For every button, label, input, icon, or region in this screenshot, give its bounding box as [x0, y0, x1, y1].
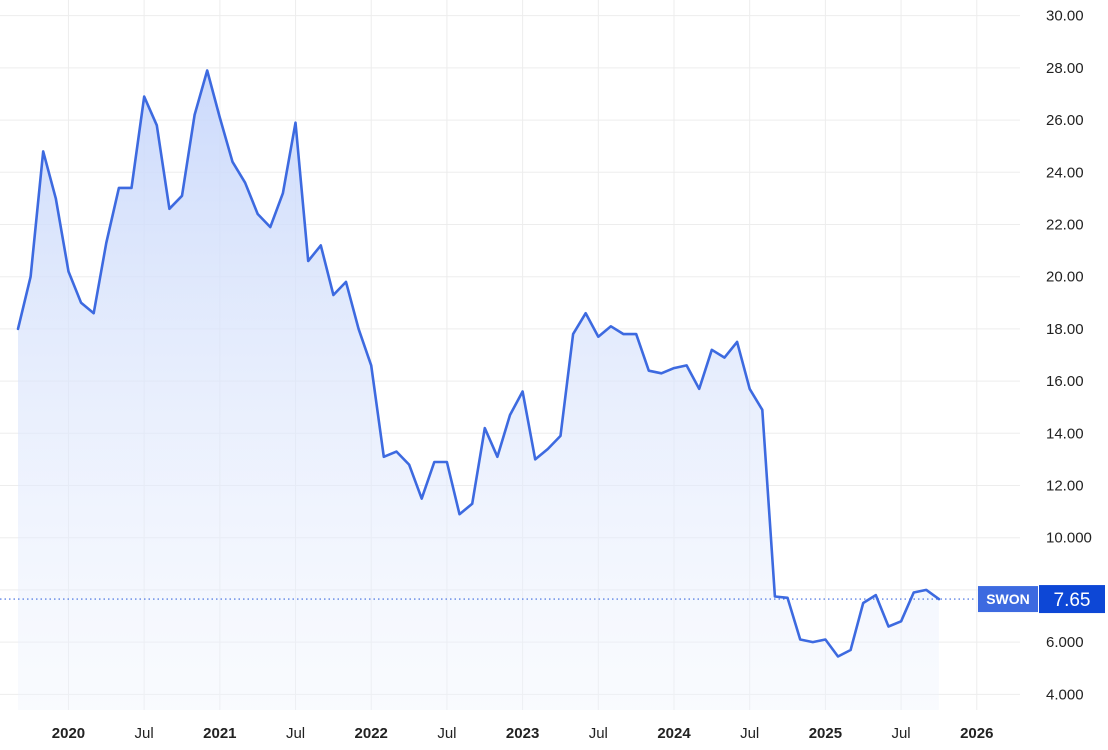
series-line [16, 69, 941, 658]
price-tag-value: 7.65 [1054, 590, 1091, 611]
x-tick-label: Jul [589, 725, 608, 742]
y-tick-label: 28.00 [1046, 60, 1084, 77]
y-tick-label: 10.000 [1046, 530, 1092, 547]
y-tick-label: 24.00 [1046, 164, 1084, 181]
data-points [17, 70, 939, 657]
y-tick-label: 26.00 [1046, 112, 1084, 129]
x-tick-label: 2022 [355, 725, 388, 742]
x-axis: 2020 Jul 2021 Jul 2022 Jul 2023 Jul 2024 Jul 2025 J… [52, 725, 994, 742]
y-tick-label: 30.00 [1046, 8, 1084, 25]
y-tick-label: 4.000 [1046, 686, 1084, 703]
x-tick-label: Jul [740, 725, 759, 742]
x-tick-label: Jul [891, 725, 910, 742]
x-tick-label: Jul [286, 725, 305, 742]
x-tick-label: 2020 [52, 725, 85, 742]
x-tick-label: 2026 [960, 725, 993, 742]
x-tick-label: 2023 [506, 725, 539, 742]
price-line [16, 69, 941, 658]
area-fill [18, 70, 939, 710]
y-tick-label: 20.00 [1046, 269, 1084, 286]
symbol-tag-bg [978, 586, 1038, 613]
x-tick-label: Jul [135, 725, 154, 742]
x-tick-label: 2021 [203, 725, 236, 742]
y-tick-label: 14.00 [1046, 425, 1084, 442]
x-tick-label: Jul [437, 725, 456, 742]
symbol-tag-label: SWON [986, 591, 1030, 607]
x-tick-label: 2025 [809, 725, 842, 742]
price-area [18, 70, 939, 710]
x-tick-label: 2024 [657, 725, 691, 742]
y-tick-label: 22.00 [1046, 216, 1084, 233]
y-tick-label: 12.00 [1046, 478, 1084, 495]
last-price-tag: SWON 7.65 [978, 585, 1105, 614]
y-tick-label: 18.00 [1046, 321, 1084, 338]
y-tick-label: 16.00 [1046, 373, 1084, 390]
y-tick-label: 6.000 [1046, 634, 1084, 651]
price-tag-bg [1039, 585, 1105, 614]
y-axis: 4.000 6.000 10.000 12.00 14.00 16.00 18.00 20.0… [1046, 8, 1092, 704]
